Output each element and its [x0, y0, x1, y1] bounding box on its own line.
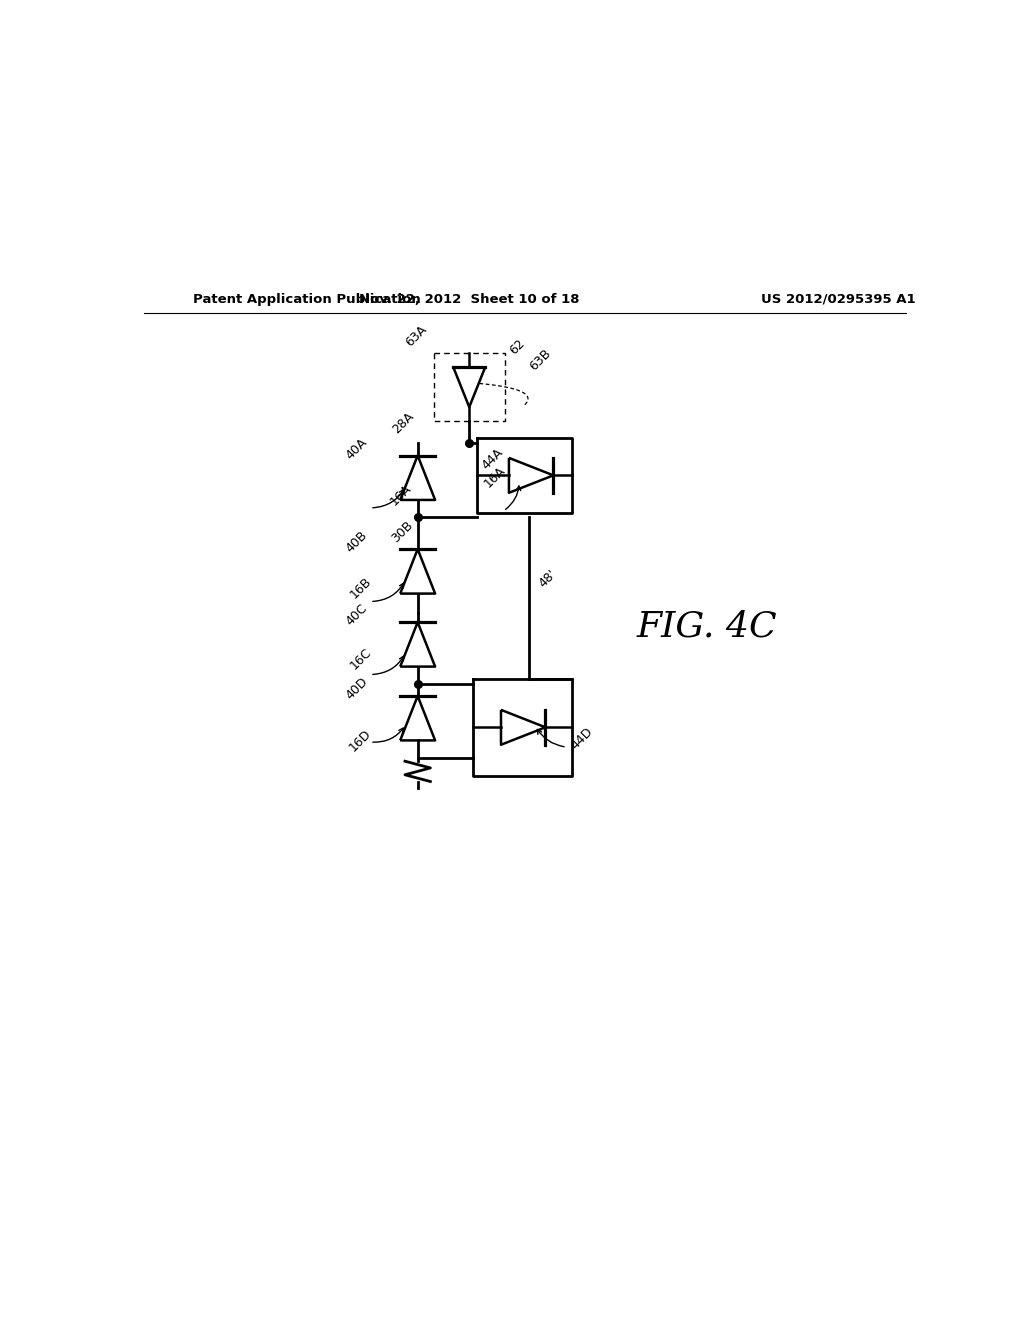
Text: Patent Application Publication: Patent Application Publication — [194, 293, 421, 306]
Text: 63B: 63B — [527, 347, 554, 374]
Text: 40B: 40B — [343, 529, 370, 556]
Text: 16D: 16D — [347, 727, 374, 754]
Text: 40D: 40D — [343, 675, 370, 702]
Text: 44A: 44A — [479, 446, 506, 473]
Text: FIG. 4C: FIG. 4C — [637, 610, 777, 644]
Text: 16B: 16B — [347, 574, 374, 601]
Text: 40A: 40A — [344, 436, 370, 462]
Text: US 2012/0295395 A1: US 2012/0295395 A1 — [761, 293, 915, 306]
Text: Nov. 22, 2012  Sheet 10 of 18: Nov. 22, 2012 Sheet 10 of 18 — [359, 293, 580, 306]
Text: 48': 48' — [537, 568, 559, 590]
Text: 30B: 30B — [389, 519, 416, 545]
Text: 44D: 44D — [568, 725, 596, 752]
Text: 40C: 40C — [343, 602, 370, 628]
Text: 28A: 28A — [390, 411, 416, 437]
Text: 16A: 16A — [387, 482, 414, 508]
Text: 16A: 16A — [481, 465, 508, 491]
Text: 62: 62 — [507, 337, 527, 358]
Text: 16C: 16C — [347, 645, 374, 672]
Text: 63A: 63A — [403, 323, 430, 350]
